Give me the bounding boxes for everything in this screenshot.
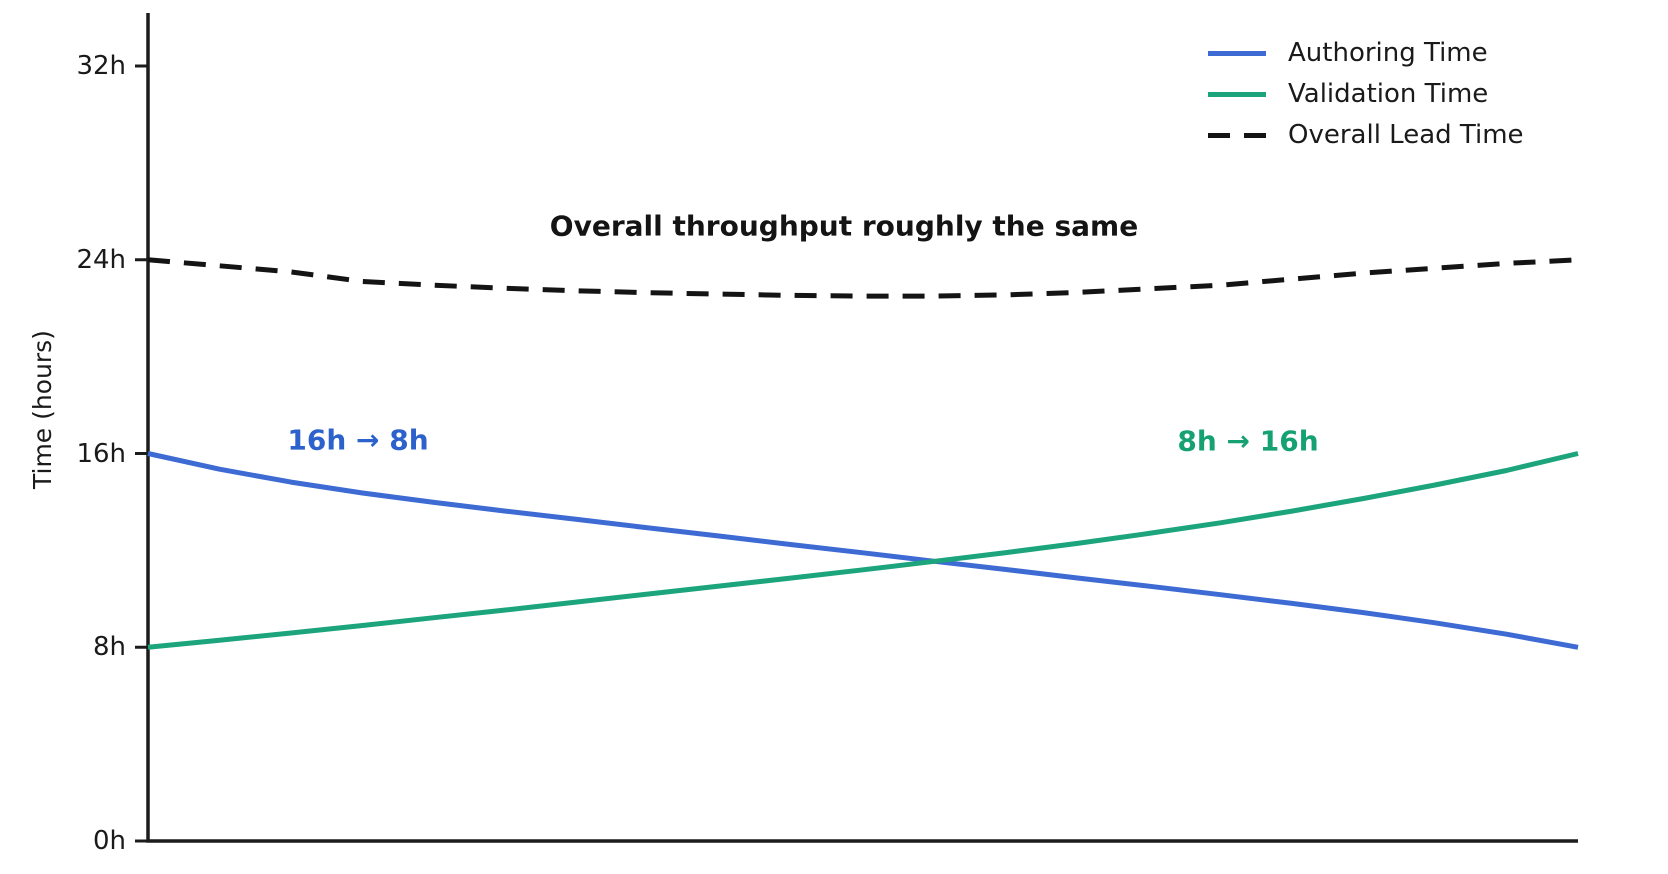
series-line-overall-lead-time: [147, 257, 1579, 299]
legend-label-authoring-time: Authoring Time: [1288, 38, 1488, 68]
legend-item-overall-lead-time: Overall Lead Time: [1208, 120, 1524, 150]
y-tick-label-16: 16h: [76, 438, 126, 469]
series-line-validation-time: [147, 451, 1579, 650]
legend-label-overall-lead-time: Overall Lead Time: [1288, 120, 1524, 150]
annotation-validation-change: 8h → 16h: [1177, 424, 1319, 458]
legend-item-validation-time: Validation Time: [1208, 79, 1524, 109]
annotation-overall-throughput: Overall throughput roughly the same: [549, 209, 1139, 243]
y-tick-label-32: 32h: [76, 51, 126, 81]
legend-swatch-authoring-time: [1208, 50, 1266, 56]
legend-label-validation-time: Validation Time: [1288, 79, 1489, 109]
y-tick-label-8: 8h: [92, 632, 126, 663]
legend-swatch-overall-lead-time: [1208, 132, 1266, 138]
series-line-authoring-time: [147, 451, 1579, 650]
legend: Authoring Time Validation Time Overall Lea…: [1208, 38, 1524, 161]
legend-swatch-validation-time: [1208, 91, 1266, 97]
y-tick-label-24: 24h: [76, 244, 126, 275]
y-axis-label: Time (hours): [28, 330, 57, 489]
y-tick-label-0: 0h: [92, 826, 126, 856]
annotation-authoring-change: 16h → 8h: [287, 423, 429, 457]
legend-item-authoring-time: Authoring Time: [1208, 38, 1524, 68]
